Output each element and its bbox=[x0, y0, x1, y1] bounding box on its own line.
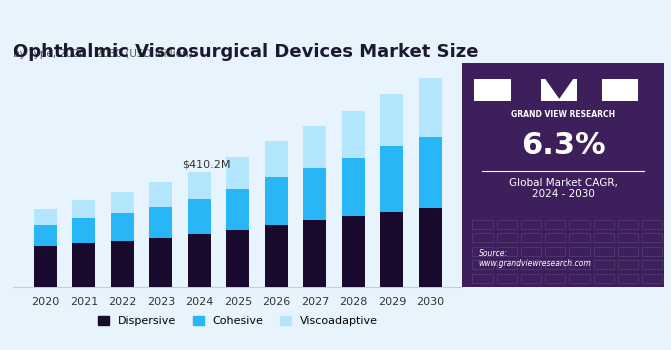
Bar bbox=[618, 247, 638, 256]
Bar bbox=[72, 243, 95, 287]
Bar bbox=[342, 216, 365, 287]
Text: Source:
www.grandviewresearch.com: Source: www.grandviewresearch.com bbox=[478, 249, 591, 268]
Bar bbox=[188, 234, 211, 287]
Bar bbox=[642, 220, 662, 229]
Bar bbox=[594, 260, 614, 269]
Bar bbox=[618, 233, 638, 242]
Bar bbox=[545, 220, 565, 229]
Bar bbox=[303, 168, 326, 220]
Bar bbox=[34, 209, 57, 225]
Bar bbox=[150, 207, 172, 238]
Bar bbox=[545, 247, 565, 256]
Bar bbox=[472, 220, 493, 229]
Bar bbox=[618, 274, 638, 282]
Bar bbox=[34, 225, 57, 246]
Bar bbox=[111, 241, 134, 287]
Bar bbox=[642, 274, 662, 282]
Bar bbox=[594, 247, 614, 256]
Bar bbox=[570, 260, 590, 269]
Bar bbox=[642, 247, 662, 256]
Bar bbox=[303, 126, 326, 168]
Bar bbox=[472, 274, 493, 282]
FancyBboxPatch shape bbox=[541, 79, 578, 101]
Bar bbox=[642, 233, 662, 242]
Bar bbox=[265, 225, 288, 287]
Text: GRAND VIEW RESEARCH: GRAND VIEW RESEARCH bbox=[511, 110, 615, 119]
Bar bbox=[594, 220, 614, 229]
Bar bbox=[521, 274, 541, 282]
Bar bbox=[342, 111, 365, 158]
Legend: Dispersive, Cohesive, Viscoadaptive: Dispersive, Cohesive, Viscoadaptive bbox=[93, 312, 382, 331]
Bar bbox=[497, 220, 517, 229]
Bar bbox=[188, 172, 211, 199]
Bar bbox=[472, 247, 493, 256]
Bar bbox=[521, 260, 541, 269]
Bar bbox=[342, 158, 365, 216]
Bar bbox=[618, 220, 638, 229]
Bar bbox=[497, 274, 517, 282]
Bar bbox=[34, 246, 57, 287]
Bar bbox=[380, 212, 403, 287]
Text: 6.3%: 6.3% bbox=[521, 131, 606, 160]
Bar bbox=[545, 274, 565, 282]
Bar bbox=[226, 230, 250, 287]
Bar bbox=[111, 214, 134, 241]
Bar bbox=[111, 191, 134, 214]
Bar bbox=[419, 78, 442, 136]
Text: $410.2M: $410.2M bbox=[182, 159, 231, 169]
Bar bbox=[570, 233, 590, 242]
Bar bbox=[545, 260, 565, 269]
Bar bbox=[521, 233, 541, 242]
Text: by Type, 2020 - 2030 (USD Million): by Type, 2020 - 2030 (USD Million) bbox=[13, 49, 193, 58]
Bar bbox=[419, 136, 442, 208]
Bar bbox=[419, 208, 442, 287]
FancyBboxPatch shape bbox=[602, 79, 638, 101]
Bar bbox=[226, 189, 250, 230]
FancyBboxPatch shape bbox=[474, 79, 511, 101]
Bar bbox=[642, 260, 662, 269]
Polygon shape bbox=[545, 79, 574, 99]
Bar bbox=[497, 233, 517, 242]
Bar bbox=[226, 157, 250, 189]
Bar bbox=[265, 177, 288, 225]
Bar bbox=[521, 247, 541, 256]
Bar bbox=[303, 220, 326, 287]
Bar bbox=[472, 260, 493, 269]
Bar bbox=[521, 220, 541, 229]
Bar bbox=[497, 247, 517, 256]
Text: Global Market CAGR,
2024 - 2030: Global Market CAGR, 2024 - 2030 bbox=[509, 178, 618, 199]
Bar bbox=[72, 218, 95, 243]
Bar bbox=[380, 146, 403, 212]
Bar bbox=[497, 260, 517, 269]
Bar bbox=[150, 238, 172, 287]
Bar bbox=[472, 233, 493, 242]
Bar bbox=[594, 233, 614, 242]
Bar bbox=[380, 93, 403, 146]
Bar bbox=[618, 260, 638, 269]
Bar bbox=[570, 247, 590, 256]
Bar bbox=[265, 141, 288, 177]
Bar bbox=[570, 274, 590, 282]
Text: Ophthalmic Viscosurgical Devices Market Size: Ophthalmic Viscosurgical Devices Market … bbox=[13, 43, 479, 62]
Bar bbox=[570, 220, 590, 229]
Bar bbox=[188, 199, 211, 234]
Bar bbox=[545, 233, 565, 242]
Bar bbox=[594, 274, 614, 282]
Bar bbox=[72, 200, 95, 218]
Bar bbox=[150, 182, 172, 207]
